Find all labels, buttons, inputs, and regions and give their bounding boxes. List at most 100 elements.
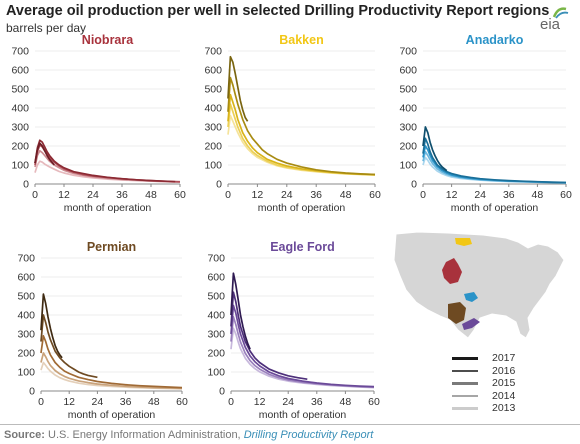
panel-title-anadarko: Anadarko (466, 33, 524, 47)
legend-label: 2014 (492, 389, 516, 402)
legend-label: 2016 (492, 364, 516, 377)
x-tick-label: 48 (145, 189, 157, 201)
x-tick-label: 24 (282, 396, 294, 408)
x-tick-label: 24 (87, 189, 99, 201)
y-tick-label: 0 (219, 386, 225, 398)
series-line-anadarko-2014 (422, 150, 567, 184)
y-tick-label: 0 (23, 179, 29, 191)
y-tick-label: 500 (399, 84, 417, 96)
footer-divider (0, 424, 580, 425)
bakken-region (455, 238, 472, 246)
x-tick-label: 0 (32, 189, 38, 201)
y-tick-label: 500 (207, 291, 225, 303)
x-tick-label: 24 (92, 396, 104, 408)
x-axis-label: month of operation (64, 202, 152, 214)
x-tick-label: 36 (311, 396, 323, 408)
series-line-niobrara-2017 (34, 142, 55, 166)
y-tick-label: 600 (204, 65, 222, 77)
x-tick-label: 12 (63, 396, 75, 408)
x-tick-label: 0 (225, 189, 231, 201)
y-tick-label: 200 (399, 141, 417, 153)
y-tick-label: 500 (17, 291, 35, 303)
x-tick-label: 12 (254, 396, 266, 408)
y-tick-label: 400 (399, 103, 417, 115)
series-line-eagle-ford-2015 (230, 304, 375, 388)
x-tick-label: 0 (38, 396, 44, 408)
y-axis-unit-label: barrels per day (6, 21, 87, 35)
x-tick-label: 60 (560, 189, 572, 201)
y-tick-label: 600 (17, 272, 35, 284)
us-map (393, 231, 565, 339)
x-tick-label: 48 (340, 396, 352, 408)
legend-swatch (452, 407, 478, 410)
x-tick-label: 12 (446, 189, 458, 201)
y-tick-label: 200 (11, 141, 29, 153)
x-tick-label: 60 (369, 189, 381, 201)
niobrara-region (442, 258, 462, 284)
x-axis-label: month of operation (451, 202, 539, 214)
series-line-permian-2017 (40, 293, 63, 359)
y-tick-label: 600 (399, 65, 417, 77)
series-line-eagle-ford-2016 (230, 291, 308, 381)
y-tick-label: 300 (207, 329, 225, 341)
x-tick-label: 12 (252, 189, 264, 201)
us-map-outline (393, 231, 565, 339)
x-tick-label: 48 (340, 189, 352, 201)
y-tick-label: 400 (204, 103, 222, 115)
y-tick-label: 600 (11, 65, 29, 77)
legend-swatch (452, 357, 478, 360)
series-line-permian-2014 (40, 352, 183, 390)
legend-swatch (452, 382, 478, 385)
source-link[interactable]: Drilling Productivity Report (243, 429, 374, 441)
y-tick-label: 100 (207, 367, 225, 379)
x-tick-label: 36 (503, 189, 515, 201)
y-tick-label: 0 (411, 179, 417, 191)
y-tick-label: 700 (11, 46, 29, 58)
y-tick-label: 300 (11, 122, 29, 134)
y-tick-label: 100 (204, 160, 222, 172)
x-tick-label: 24 (474, 189, 486, 201)
x-tick-label: 0 (420, 189, 426, 201)
y-tick-label: 200 (204, 141, 222, 153)
series-line-eagle-ford-2017 (230, 272, 251, 350)
source-label: Source: (4, 429, 45, 441)
x-tick-label: 48 (532, 189, 544, 201)
y-tick-label: 100 (17, 367, 35, 379)
panel-title-niobrara: Niobrara (82, 33, 134, 47)
y-tick-label: 400 (207, 310, 225, 322)
y-tick-label: 200 (17, 348, 35, 360)
series-line-bakken-2014 (227, 103, 376, 176)
series-line-anadarko-2015 (422, 145, 567, 184)
series-line-bakken-2016 (227, 76, 376, 176)
y-tick-label: 100 (11, 160, 29, 172)
legend-swatch (452, 369, 478, 373)
legend-label: 2017 (492, 352, 516, 364)
y-tick-label: 700 (207, 253, 225, 265)
x-tick-label: 36 (310, 189, 322, 201)
legend-swatch (452, 394, 478, 398)
y-tick-label: 0 (216, 179, 222, 191)
series-line-anadarko-2017 (422, 126, 448, 172)
y-tick-label: 300 (204, 122, 222, 134)
x-tick-label: 12 (58, 189, 70, 201)
x-tick-label: 60 (174, 189, 186, 201)
chart-title: Average oil production per well in selec… (6, 3, 550, 19)
series-line-eagle-ford-2014 (230, 316, 375, 389)
y-tick-label: 700 (204, 46, 222, 58)
permian-region (448, 302, 466, 324)
x-tick-label: 60 (368, 396, 380, 408)
x-tick-label: 36 (120, 396, 132, 408)
series-line-permian-2016 (40, 314, 98, 379)
y-tick-label: 0 (29, 386, 35, 398)
series-line-bakken-2017 (227, 55, 249, 122)
y-tick-label: 400 (11, 103, 29, 115)
source-note: Source: U.S. Energy Information Administ… (4, 429, 373, 441)
y-tick-label: 200 (207, 348, 225, 360)
y-tick-label: 100 (399, 160, 417, 172)
anadarko-region (464, 292, 478, 302)
eia-logo: eia (534, 5, 570, 37)
x-tick-label: 36 (116, 189, 128, 201)
eia-logo-icon (552, 7, 569, 19)
legend-label: 2015 (492, 377, 516, 390)
